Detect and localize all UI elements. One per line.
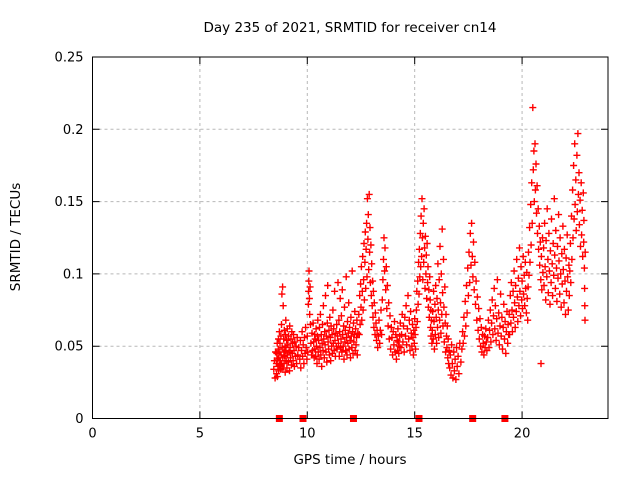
grid-lines bbox=[92, 57, 608, 419]
y-tick-label: 0 bbox=[75, 412, 83, 427]
x-tick-label: 20 bbox=[514, 427, 531, 442]
y-tick-label: 0.2 bbox=[63, 123, 84, 138]
y-tick-label: 0.1 bbox=[63, 267, 84, 282]
plot-border bbox=[92, 56, 609, 419]
x-tick-label: 0 bbox=[88, 427, 96, 442]
x-tick-label: 15 bbox=[406, 427, 423, 442]
y-tick-label: 0.25 bbox=[55, 51, 84, 66]
y-tick-label: 0.05 bbox=[55, 340, 84, 355]
y-tick-label: 0.15 bbox=[55, 195, 84, 210]
tick-marks bbox=[92, 56, 608, 419]
chart-title: Day 235 of 2021, SRMTID for receiver cn1… bbox=[203, 20, 497, 36]
x-axis-label: GPS time / hours bbox=[293, 452, 407, 468]
x-tick-label: 5 bbox=[196, 427, 204, 442]
scatter-points bbox=[270, 104, 589, 383]
y-axis-label: SRMTID / TECUs bbox=[8, 182, 24, 292]
x-tick-label: 10 bbox=[299, 427, 316, 442]
